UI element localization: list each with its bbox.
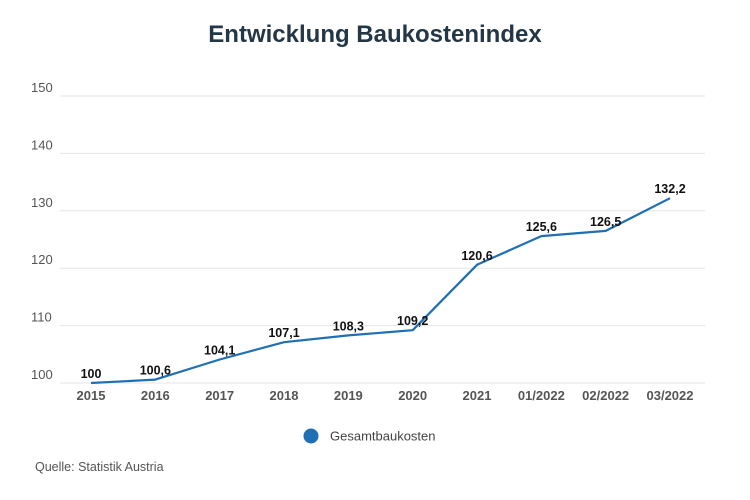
data-label-2015: 100	[81, 367, 102, 381]
data-labels: 100 100,6 104,1 107,1 108,3 109,2 120,6 125,6 12…	[81, 182, 686, 381]
x-tick-label-2019: 2019	[334, 388, 363, 403]
x-tick-label-2015: 2015	[77, 388, 106, 403]
data-label-2019: 108,3	[333, 319, 364, 333]
data-label-2017: 104,1	[204, 343, 235, 357]
x-tick-label-02-2022: 02/2022	[582, 388, 629, 403]
data-label-2018: 107,1	[268, 326, 299, 340]
data-label-03-2022: 132,2	[654, 182, 685, 196]
legend-marker-gesamtbaukosten	[303, 428, 319, 444]
gridlines	[60, 95, 705, 384]
data-label-2016: 100,6	[140, 364, 171, 378]
x-axis-ticks: 2015 2016 2017 2018 2019 2020 2021 01/2022 02/20…	[77, 388, 694, 403]
data-label-01-2022: 125,6	[526, 220, 557, 234]
legend-label-gesamtbaukosten[interactable]: Gesamtbaukosten	[330, 429, 436, 444]
x-tick-label-2020: 2020	[398, 388, 427, 403]
chart-title: Entwicklung Baukostenindex	[208, 21, 542, 48]
y-tick-label-120: 120	[31, 252, 53, 267]
y-tick-label-100: 100	[31, 367, 53, 382]
y-axis-ticks: 100 110 120 130 140 150	[31, 80, 53, 382]
source-note: Quelle: Statistik Austria	[35, 460, 164, 474]
y-tick-label-140: 140	[31, 137, 53, 152]
x-tick-label-2021: 2021	[463, 388, 492, 403]
x-tick-label-2018: 2018	[270, 388, 299, 403]
data-label-02-2022: 126,5	[590, 215, 621, 229]
series-line-gesamtbaukosten[interactable]	[90, 197, 671, 385]
data-label-2021: 120,6	[461, 249, 492, 263]
x-tick-label-2017: 2017	[205, 388, 234, 403]
x-tick-label-2016: 2016	[141, 388, 170, 403]
legend[interactable]: Gesamtbaukosten	[303, 428, 436, 444]
x-tick-label-01-2022: 01/2022	[518, 388, 565, 403]
x-tick-label-03-2022: 03/2022	[647, 388, 694, 403]
y-tick-label-150: 150	[31, 80, 53, 95]
series-layer	[90, 197, 671, 385]
y-tick-label-130: 130	[31, 195, 53, 210]
data-label-2020: 109,2	[397, 314, 428, 328]
y-tick-label-110: 110	[31, 310, 52, 325]
